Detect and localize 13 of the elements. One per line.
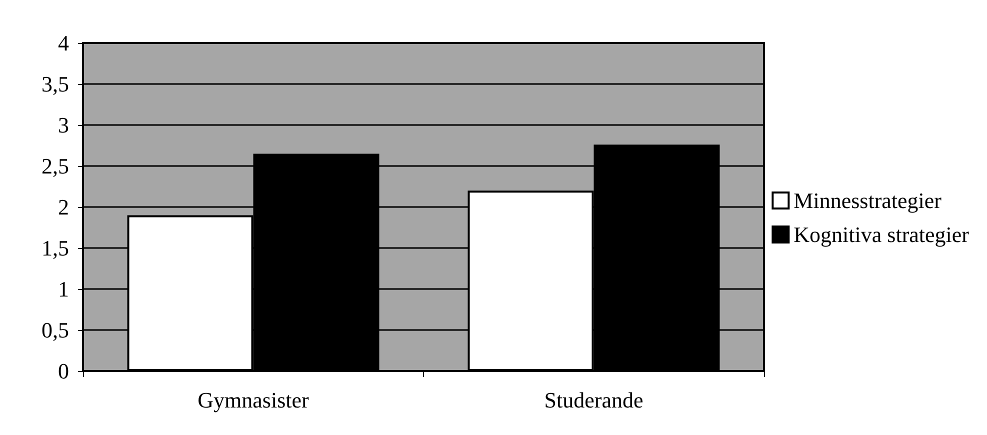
y-tick-label: 2,5 <box>42 154 69 178</box>
legend-label: Kognitiva strategier <box>794 222 970 247</box>
y-tick-label: 3 <box>58 112 69 138</box>
y-tick-label: 1 <box>58 276 69 302</box>
y-tick-label: 4 <box>58 30 69 56</box>
y-tick-label: 2 <box>58 194 69 220</box>
legend-label: Minnesstrategier <box>794 188 942 213</box>
y-tick-label: 3,5 <box>42 72 69 96</box>
y-tick-label: 0 <box>58 358 69 384</box>
y-tick-label: 0,5 <box>42 318 69 342</box>
x-tick-label: Gymnasister <box>198 388 310 412</box>
x-tick-label: Studerande <box>544 388 644 412</box>
y-tick-label: 1,5 <box>42 236 69 260</box>
